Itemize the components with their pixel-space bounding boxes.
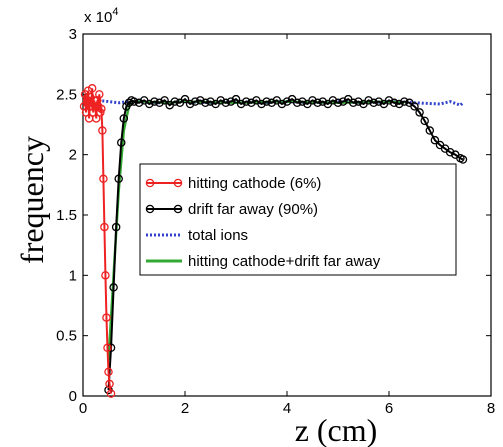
series-1-point [425, 126, 435, 135]
series-1-point [389, 98, 399, 108]
series-1-point [420, 116, 429, 126]
x-tick-label: 4 [283, 400, 291, 417]
legend-label-3: hitting cathode+drift far away [188, 253, 381, 270]
series-1-point [180, 94, 190, 104]
series-0-point [92, 114, 101, 123]
series-1-point [282, 97, 292, 106]
series-1-point [119, 114, 129, 123]
series-layer [79, 84, 468, 398]
series-1-point [308, 96, 317, 105]
x-tick-label: 2 [181, 400, 189, 417]
series-1-point [410, 102, 419, 111]
series-0-point [102, 313, 111, 322]
series-1-point [313, 98, 322, 108]
y-axis-label: frequency [14, 136, 50, 264]
y-tick-label: 1.5 [56, 207, 77, 224]
x-tick-label: 0 [79, 400, 87, 417]
series-1-point [134, 98, 144, 108]
series-1-point [216, 96, 225, 105]
series-0-point [95, 90, 104, 99]
series-1-point [277, 99, 287, 109]
series-1-point [338, 97, 348, 106]
x-tick-label: 8 [487, 400, 495, 417]
series-1-point [267, 98, 276, 108]
y-tick-label: 0 [69, 388, 77, 405]
series-1-point [111, 222, 121, 232]
series-1-point [333, 98, 343, 108]
series-0-point [98, 126, 107, 135]
series-1-point [190, 97, 200, 106]
series-1-point [206, 97, 215, 106]
legend-box [139, 163, 457, 276]
series-0-point [100, 222, 109, 232]
series-0-point [104, 367, 113, 377]
series-1-point [231, 94, 241, 104]
series-1-point [196, 96, 205, 105]
series-1-point [257, 99, 266, 109]
series-1-point [247, 98, 256, 108]
series-1-point [109, 283, 118, 292]
series-1-point [458, 155, 468, 164]
legend-label-0: hitting cathode (6%) [188, 175, 321, 192]
series-1-point [298, 97, 307, 106]
tick-labels: 0 2 4 6 8 0 0.5 1 1.5 2 2.5 3 [56, 26, 495, 417]
series-1-point [155, 98, 164, 108]
series-1-point [185, 99, 195, 109]
series-1-point [236, 99, 246, 109]
series-1-point [430, 135, 440, 145]
series-1-point [226, 97, 236, 106]
series-1-point [415, 108, 424, 117]
series-0-point [97, 104, 106, 114]
series-1-point [318, 97, 327, 106]
series-1-point [129, 97, 139, 106]
x-axis-label: z (cm) [295, 412, 378, 447]
y-tick-label: 3 [69, 26, 77, 43]
series-1-point [328, 96, 338, 105]
series-1-point [150, 97, 159, 106]
series-1-point [114, 174, 123, 184]
series-1-point [369, 98, 378, 108]
y-tick-label: 2 [69, 147, 77, 164]
series-0-point [106, 389, 116, 398]
legend-marker [173, 178, 183, 188]
x-tick-label: 6 [385, 400, 393, 417]
series-1-point [384, 96, 394, 105]
y-multiplier: x 104 [84, 6, 118, 26]
y-tick-label: 0.5 [56, 328, 77, 345]
y-tick-label: 2.5 [56, 86, 77, 103]
series-1-point [292, 98, 302, 108]
series-1-point [170, 97, 180, 106]
series-1-point [201, 98, 210, 108]
legend-marker [173, 204, 183, 214]
legend-marker [145, 178, 155, 188]
axis-ticks [82, 33, 492, 397]
y-tick-label: 1 [69, 267, 77, 284]
series-1-point [124, 98, 134, 108]
series-0-point [99, 174, 108, 184]
series-1-point [354, 97, 363, 106]
legend: hitting cathode (6%) drift far away (90%)… [139, 163, 457, 276]
series-0-point [87, 84, 97, 93]
series-1-point [349, 98, 358, 108]
legend-marker [145, 204, 155, 214]
series-0-point [89, 96, 99, 105]
series-0-point [103, 343, 112, 352]
legend-label-1: drift far away (90%) [188, 201, 318, 218]
series-1-point [394, 99, 404, 109]
series-1-point [160, 96, 169, 105]
series-1-point [445, 148, 455, 157]
series-1-point [374, 97, 384, 106]
series-1-point [241, 97, 251, 106]
series-0-point [101, 271, 110, 280]
series-0-point [105, 379, 114, 389]
series-1-point [221, 98, 231, 108]
series-0-point [96, 108, 105, 117]
series-1-point [145, 99, 154, 109]
series-1-point [364, 96, 373, 105]
series-1-point [117, 138, 126, 147]
series-1-point [262, 97, 271, 106]
series-1-point [400, 97, 409, 106]
legend-label-2: total ions [188, 227, 248, 244]
